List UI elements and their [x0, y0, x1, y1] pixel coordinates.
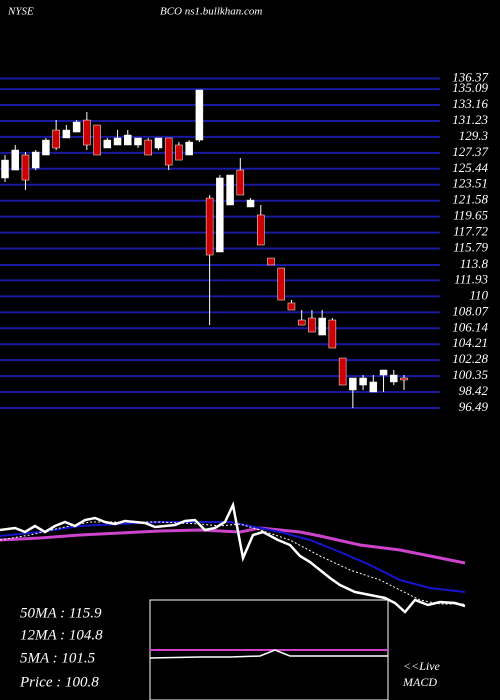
candle-body	[257, 214, 265, 246]
y-tick-label: 135.09	[452, 80, 488, 95]
candle-body	[83, 119, 91, 146]
candle-body	[267, 257, 275, 266]
y-tick-label: 125.44	[452, 160, 488, 175]
y-tick-label: 111.93	[454, 271, 488, 286]
candle-body	[154, 137, 163, 149]
y-tick-label: 119.65	[453, 208, 488, 223]
y-tick-label: 96.49	[459, 399, 489, 414]
candle-body	[11, 149, 19, 171]
moving-averages	[0, 500, 466, 614]
candle-body	[390, 374, 398, 383]
candle-body	[226, 174, 234, 206]
y-tick-label: 102.28	[452, 351, 488, 366]
y-tick-label: 110	[469, 287, 488, 302]
y-tick-label: 115.79	[453, 240, 488, 255]
y-tick-label: 98.42	[459, 383, 489, 398]
candle-body	[297, 319, 306, 326]
candle-body	[287, 302, 296, 311]
candle-body	[113, 137, 122, 146]
candle-body	[328, 319, 337, 349]
y-tick-label: 100.35	[452, 367, 488, 382]
indicator-label: 12MA : 104.8	[20, 627, 103, 643]
candle-body	[1, 159, 9, 179]
exchange: NYSE	[7, 6, 34, 18]
candle-body	[308, 317, 316, 333]
y-tick-label: 133.16	[452, 96, 488, 111]
y-tick-label: 104.21	[452, 335, 488, 350]
candle-body	[175, 144, 183, 161]
y-tick-label: 121.58	[452, 192, 488, 207]
candle-body	[103, 139, 112, 149]
y-tick-label: 129.3	[459, 128, 489, 143]
macd-label: MACD	[402, 675, 437, 689]
candle-body	[277, 267, 285, 301]
candle-body	[72, 121, 81, 133]
candle-body	[216, 177, 224, 253]
y-tick-label: 113.8	[460, 256, 489, 271]
price-line	[0, 500, 466, 614]
candle-body	[42, 139, 50, 156]
macd-line	[149, 649, 388, 659]
ma-12	[0, 521, 466, 593]
chart-title: BCO ns1.bullkhan.com	[160, 6, 262, 18]
candle-body	[31, 151, 40, 169]
candle-body	[195, 89, 204, 141]
candle-body	[349, 377, 357, 391]
candle-body	[21, 154, 30, 181]
indicator-label: Price : 100.8	[19, 674, 99, 690]
candle-body	[379, 369, 388, 376]
candle-body	[93, 124, 101, 156]
candle-body	[318, 317, 326, 336]
ma-5	[0, 521, 465, 605]
y-tick-label: 136.37	[452, 69, 488, 84]
indicator-label: 5MA : 101.5	[20, 650, 96, 666]
candle-body	[134, 137, 142, 146]
candle-body	[205, 197, 214, 256]
indicator-label: 50MA : 115.9	[20, 605, 102, 621]
y-tick-label: 123.51	[452, 176, 488, 191]
y-tick-label: 106.14	[452, 319, 488, 334]
y-tick-label: 117.72	[453, 224, 488, 239]
macd-label: <<Live	[403, 659, 441, 673]
candle-body	[124, 134, 132, 146]
y-tick-label: 131.23	[452, 112, 488, 127]
candle-body	[369, 381, 378, 393]
candle-body	[52, 129, 60, 149]
candle-body	[359, 377, 367, 386]
candle-body	[338, 357, 347, 386]
candle-body	[62, 129, 71, 139]
candle-body	[164, 137, 173, 166]
candle-body	[236, 169, 245, 196]
candle-body	[246, 199, 255, 208]
y-tick-label: 108.07	[452, 303, 488, 318]
candle-body	[185, 141, 193, 156]
candle-body	[144, 139, 152, 156]
y-tick-label: 127.37	[452, 144, 488, 159]
candle-body	[400, 377, 408, 381]
